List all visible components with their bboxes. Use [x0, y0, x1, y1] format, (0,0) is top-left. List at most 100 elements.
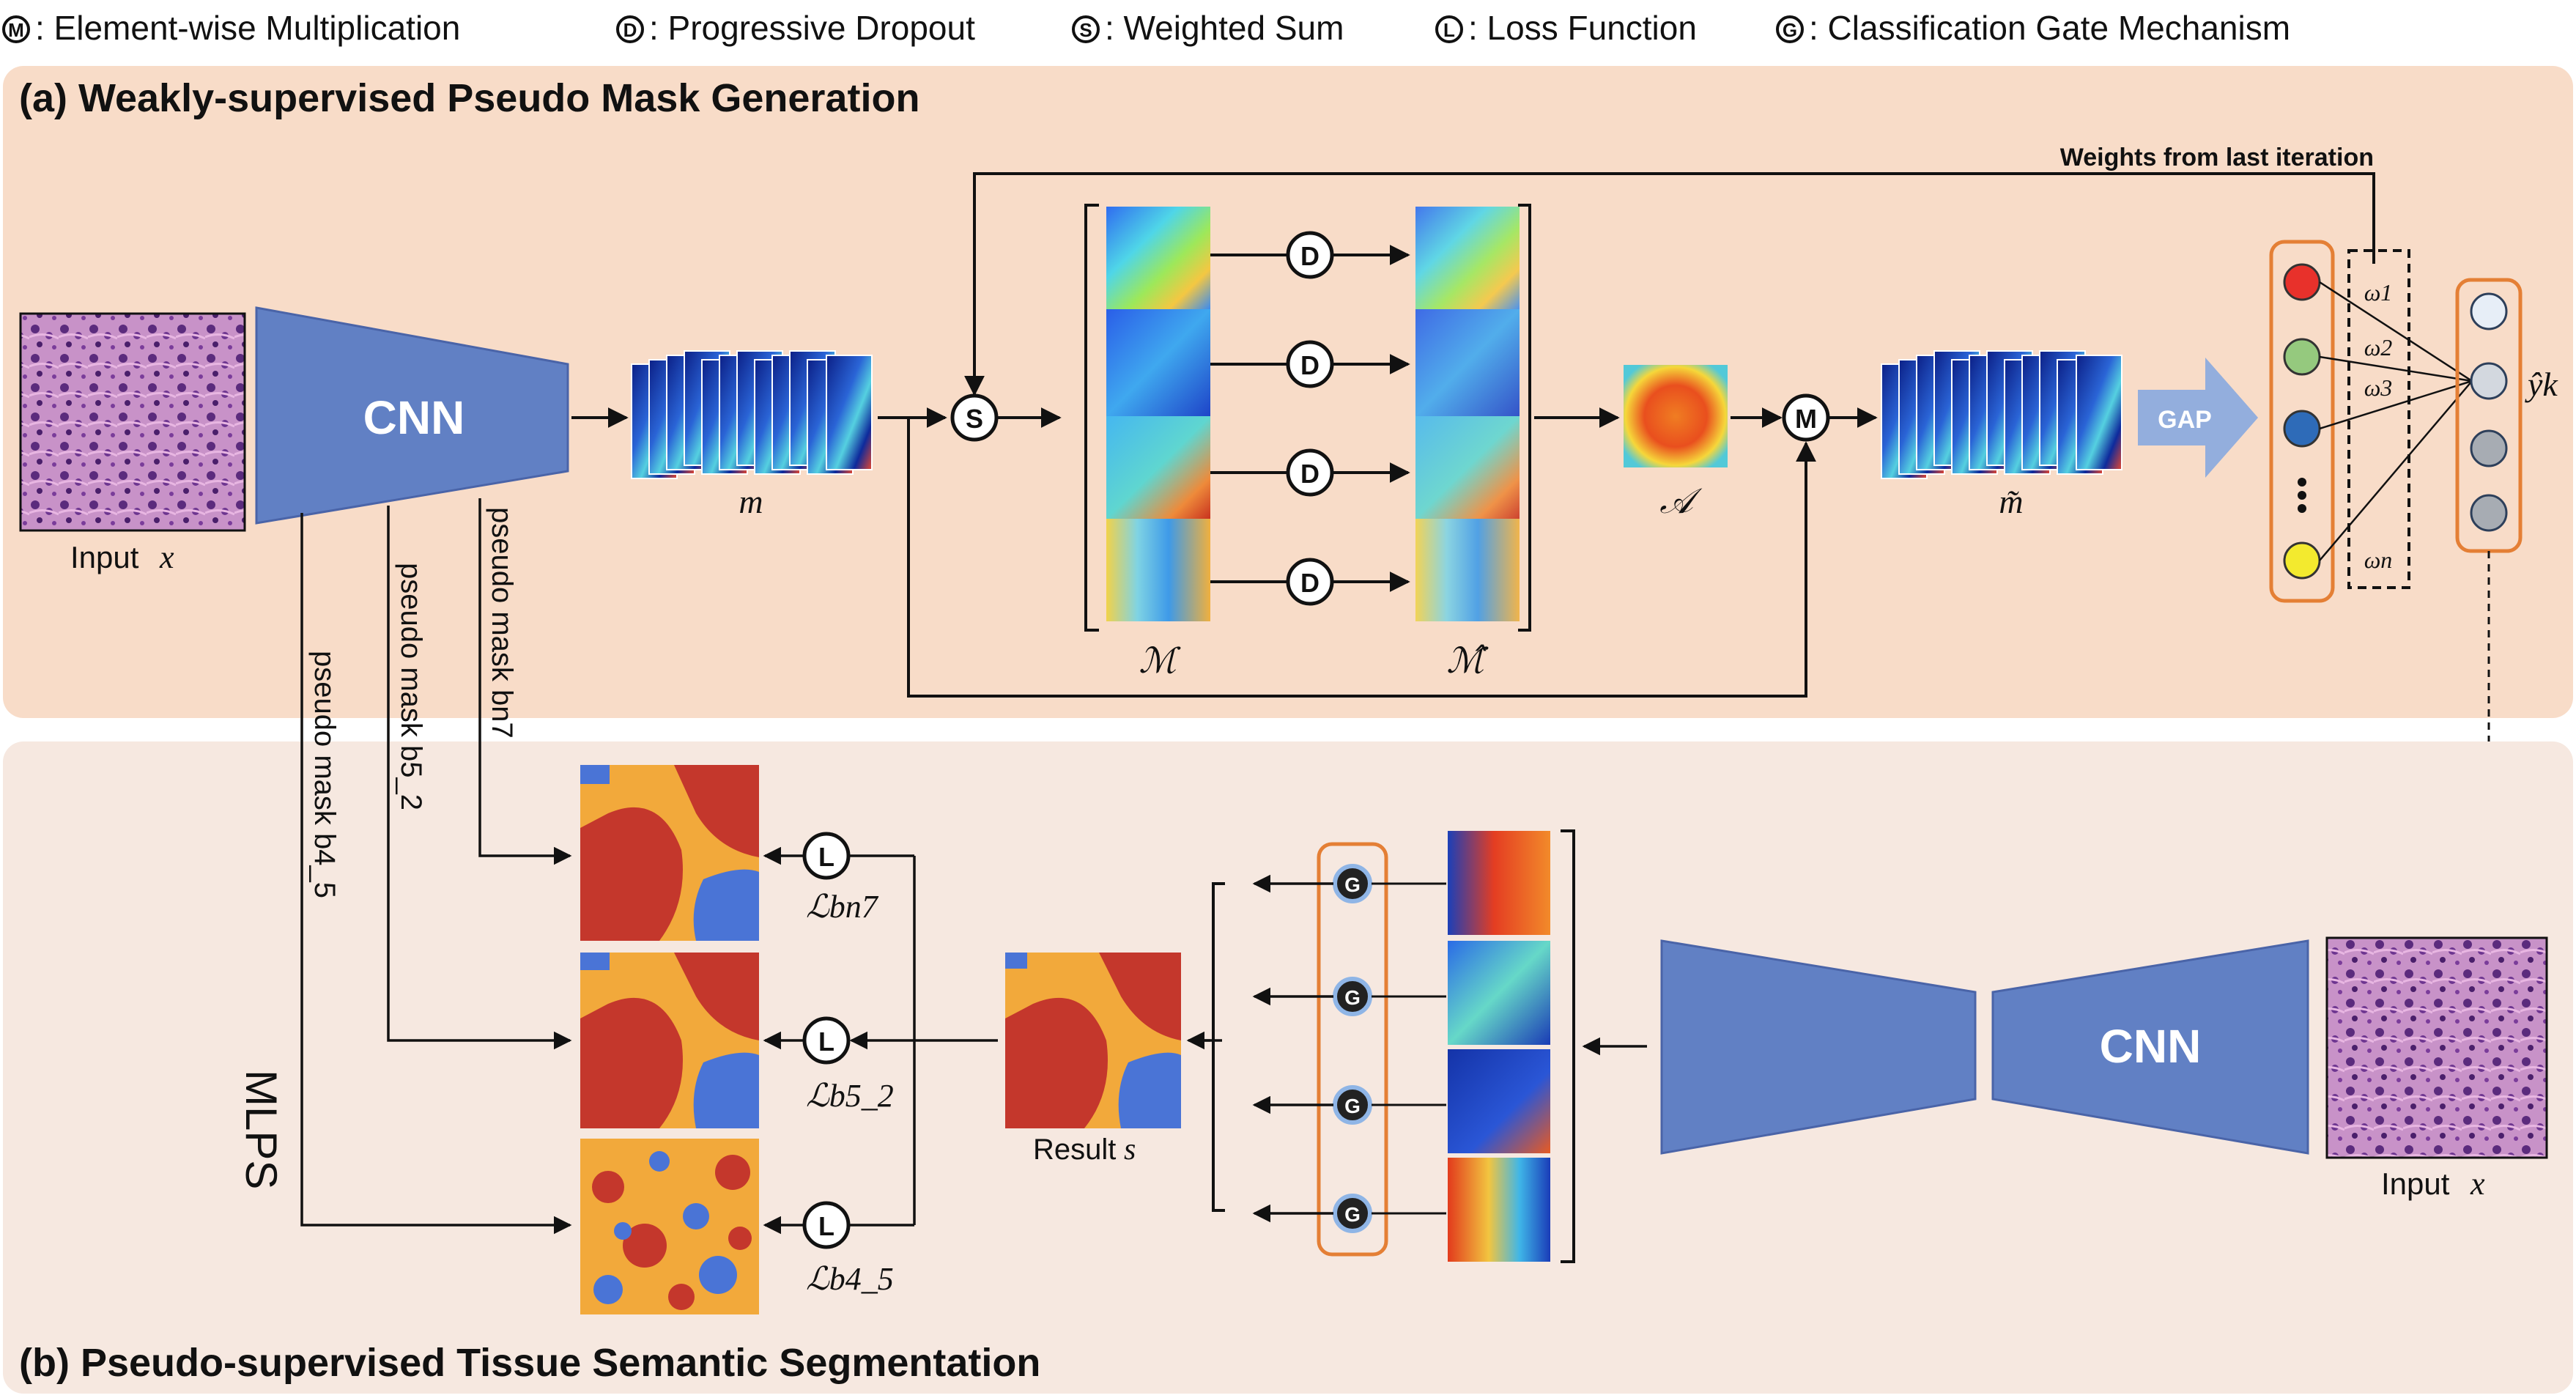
svg-text:D: D — [1300, 459, 1320, 489]
legend-item-dropout: D : Progressive Dropout — [616, 9, 975, 47]
route-bn7 — [478, 498, 572, 865]
result-var: s — [1124, 1133, 1136, 1166]
feature-node-3 — [2283, 410, 2321, 448]
gap-arrow — [2138, 358, 2258, 478]
cnn-encoder-a — [255, 306, 569, 525]
dropout-row-4: D — [1210, 558, 1410, 606]
loss-node-b5-2: L — [763, 1016, 851, 1065]
route-b4-5 — [300, 513, 572, 1235]
svg-text:D: D — [1300, 568, 1320, 598]
output-node-4 — [2470, 494, 2508, 532]
svg-text:G: G — [1344, 986, 1361, 1009]
gate-row-1: G — [1252, 864, 1446, 903]
input-var-b: x — [2470, 1166, 2485, 1202]
legend-item-multiplication: M : Element-wise Multiplication — [2, 9, 460, 47]
y-hat-label: ŷk — [2525, 366, 2558, 403]
input-var-a: x — [159, 539, 174, 575]
svg-text:L: L — [818, 1211, 834, 1241]
loss-bn7-label: ℒbn7 — [806, 889, 879, 925]
m-hat-maps — [1415, 207, 1520, 621]
omega-1: ω1 — [2364, 279, 2393, 306]
svg-text:G: G — [1344, 1095, 1361, 1117]
cnn-label-b: CNN — [2100, 1020, 2202, 1073]
legend-label-weighted-sum: : Weighted Sum — [1105, 9, 1344, 47]
bracket-m-left — [1084, 204, 1099, 632]
weights-feedback-arrow — [964, 172, 2375, 396]
legend-label-gate: : Classification Gate Mechanism — [1809, 9, 2290, 47]
omega-3: ω3 — [2364, 374, 2393, 401]
legend-item-weighted-sum: S : Weighted Sum — [1072, 9, 1344, 47]
label-M: ℳ — [1139, 642, 1181, 681]
weighted-sum-node-letter: S — [966, 404, 983, 434]
multiply-node-letter: M — [1795, 404, 1817, 434]
legend-symbol-s: S — [1079, 19, 1092, 41]
fc-connections — [2319, 281, 2473, 561]
route-b5-2 — [387, 506, 572, 1050]
output-node-2 — [2470, 362, 2508, 400]
gate-heatmaps — [1448, 831, 1550, 1262]
pseudo-mask-b4-5-label: pseudo mask b4_5 — [308, 651, 341, 898]
result-map — [1005, 953, 1181, 1128]
gate-row-2: G — [1252, 977, 1446, 1016]
attention-map — [1624, 365, 1728, 467]
legend-label-loss: : Loss Function — [1468, 9, 1697, 47]
dropout-row-1: D — [1210, 231, 1410, 279]
cnn-label-a: CNN — [363, 391, 465, 444]
pseudo-mask-b4-5 — [580, 1139, 759, 1314]
gate-column — [1317, 842, 1388, 1257]
feature-node-2 — [2283, 338, 2321, 376]
svg-text:L: L — [818, 842, 834, 872]
gate-row-3: G — [1252, 1085, 1446, 1125]
legend-label-dropout: : Progressive Dropout — [649, 9, 975, 47]
feature-node-n — [2283, 541, 2321, 580]
pseudo-mask-bn7-label: pseudo mask bn7 — [486, 507, 518, 739]
label-m: m — [739, 483, 763, 520]
panel-a-background — [3, 66, 2573, 718]
output-node-1 — [2470, 292, 2508, 330]
m-maps — [1106, 207, 1210, 621]
legend: M : Element-wise Multiplication D : Prog… — [2, 9, 2290, 47]
input-label-b: Input — [2381, 1166, 2450, 1201]
legend-symbol-l: L — [1443, 19, 1455, 41]
weights-label: Weights from last iteration — [2060, 144, 2374, 171]
legend-symbol-g: G — [1783, 19, 1797, 41]
mlps-label: MLPS — [237, 1070, 286, 1189]
feature-node-1 — [2283, 263, 2321, 301]
feature-stack-m-tilde — [1881, 350, 2122, 479]
skip-path-m — [907, 418, 1816, 698]
feature-stack-m — [631, 350, 873, 479]
input-image-b — [2325, 936, 2548, 1159]
pseudo-mask-bn7 — [580, 765, 759, 941]
svg-text:G: G — [1344, 873, 1361, 896]
feature-node-column — [2269, 240, 2335, 603]
loss-node-bn7: L — [763, 832, 914, 880]
dropout-row-3: D — [1210, 448, 1410, 497]
label-m-tilde: m̃ — [1999, 483, 2023, 520]
result-label: Result — [1033, 1133, 1116, 1166]
output-node-3 — [2470, 429, 2508, 467]
omega-2: ω2 — [2364, 334, 2393, 360]
svg-text:D: D — [1300, 241, 1320, 271]
bracket-mhat-right — [1518, 204, 1531, 632]
legend-symbol-m: M — [8, 19, 24, 41]
omega-n: ωn — [2364, 547, 2393, 573]
svg-text:D: D — [1300, 350, 1320, 380]
legend-label-multiplication: : Element-wise Multiplication — [35, 9, 460, 47]
svg-text:G: G — [1344, 1203, 1361, 1226]
dropout-row-2: D — [1210, 340, 1410, 388]
svg-text:L: L — [818, 1027, 834, 1057]
loss-b5-2-label: ℒb5_2 — [806, 1078, 894, 1114]
legend-symbol-d: D — [623, 19, 637, 41]
weights-box — [2347, 249, 2410, 589]
panel-b-title: (b) Pseudo-supervised Tissue Semantic Se… — [19, 1341, 1040, 1385]
input-label-a: Input — [70, 540, 139, 574]
loss-b4-5-label: ℒb4_5 — [806, 1261, 894, 1297]
pseudo-mask-b5-2-label: pseudo mask b5_2 — [395, 563, 427, 810]
cnn-decoder-b — [1660, 939, 1977, 1155]
bracket-heatmaps-right — [1561, 829, 1575, 1263]
input-image-a — [19, 312, 246, 532]
ellipsis-dots — [2298, 478, 2306, 513]
bracket-gates-left — [1212, 882, 1225, 1212]
pseudo-mask-b5-2 — [580, 953, 759, 1128]
